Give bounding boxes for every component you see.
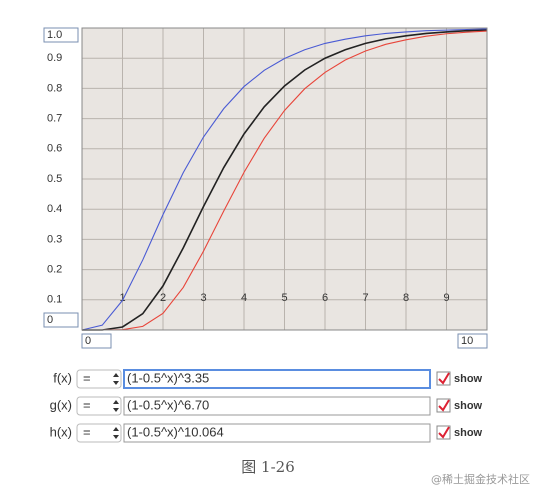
x-tick-label: 6 xyxy=(322,292,328,304)
x-tick-label: 3 xyxy=(200,292,206,304)
caption: 图 1-26 xyxy=(241,458,294,476)
show-label: show xyxy=(454,400,483,412)
x-limit-input[interactable] xyxy=(457,333,488,349)
y-tick-label: 0.3 xyxy=(47,233,62,245)
y-tick-label: 0.5 xyxy=(47,173,62,185)
operator-select[interactable] xyxy=(76,423,122,443)
x-tick-label: 9 xyxy=(443,292,449,304)
x-tick-label: 7 xyxy=(362,292,368,304)
x-tick-label: 0 xyxy=(85,335,91,347)
y-limit-input[interactable] xyxy=(43,312,79,328)
select-arrows xyxy=(113,400,119,412)
expression: (1-0.5^x)^6.70 xyxy=(127,397,209,412)
expression-input[interactable] xyxy=(123,369,431,389)
watermark: @稀土掘金技术社区 xyxy=(431,472,530,486)
expression-input[interactable] xyxy=(123,396,431,416)
check-mark xyxy=(438,372,450,385)
operator-select[interactable] xyxy=(76,369,122,389)
x-tick-label: 8 xyxy=(403,292,409,304)
operator: = xyxy=(83,397,91,412)
x-limit-input[interactable] xyxy=(81,333,112,349)
select-arrows xyxy=(113,427,119,439)
operator-select[interactable] xyxy=(76,396,122,416)
operator: = xyxy=(83,424,91,439)
function-name: g(x) xyxy=(50,397,72,412)
check-mark xyxy=(438,399,450,412)
x-tick-label: 1 xyxy=(119,292,125,304)
select-arrows xyxy=(113,373,119,385)
y-tick-label: 0 xyxy=(47,314,53,326)
y-tick-label: 0.6 xyxy=(47,143,62,155)
y-tick-label: 1.0 xyxy=(47,29,62,41)
function-name: f(x) xyxy=(53,370,72,385)
operator: = xyxy=(83,370,91,385)
series-line xyxy=(82,30,488,331)
y-tick-label: 0.8 xyxy=(47,82,62,94)
y-tick-label: 0.4 xyxy=(47,203,62,215)
x-tick-label: 5 xyxy=(281,292,287,304)
plot-frame xyxy=(81,27,488,331)
y-tick-label: 0.7 xyxy=(47,113,62,125)
show-label: show xyxy=(454,427,483,439)
expression: (1-0.5^x)^3.35 xyxy=(127,370,209,385)
series-line xyxy=(82,29,488,331)
y-limit-input[interactable] xyxy=(43,27,79,43)
series-line xyxy=(81,28,488,331)
y-tick-label: 0.1 xyxy=(47,294,62,306)
check-mark xyxy=(438,426,450,439)
x-tick-label: 10 xyxy=(461,335,473,347)
show-label: show xyxy=(454,373,483,385)
x-tick-label: 2 xyxy=(160,292,166,304)
y-tick-label: 0.2 xyxy=(47,264,62,276)
function-name: h(x) xyxy=(50,424,72,439)
y-tick-label: 0.9 xyxy=(47,52,62,64)
expression-input[interactable] xyxy=(123,423,431,443)
x-tick-label: 4 xyxy=(241,292,247,304)
expression: (1-0.5^x)^10.064 xyxy=(127,424,224,439)
